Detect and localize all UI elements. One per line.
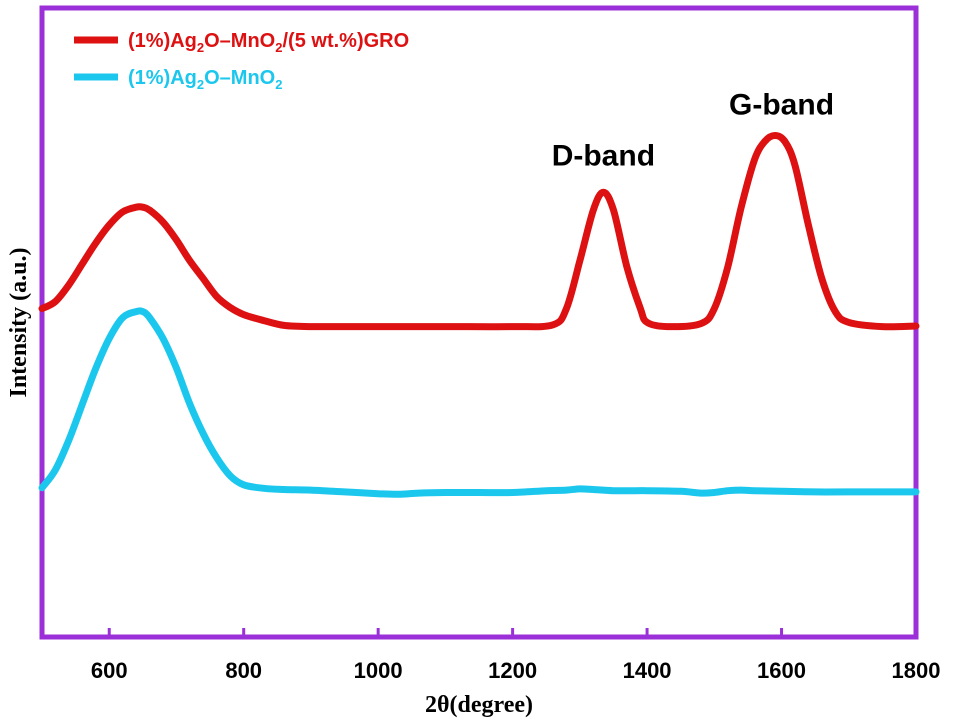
- series-line-1: [38, 132, 920, 331]
- x-tick-label: 1000: [354, 658, 403, 683]
- x-tick-label: 1800: [892, 658, 941, 683]
- legend-label: (1%)Ag2​O–MnO2​/(5 wt.%)GRO: [128, 30, 409, 55]
- x-tick-label: 800: [225, 658, 262, 683]
- series-line-2: [38, 307, 920, 498]
- legend-label: (1%)Ag2​O–MnO2​: [128, 67, 282, 92]
- x-tick-label: 600: [91, 658, 128, 683]
- peak-annotation: D-band: [552, 139, 655, 172]
- x-axis-ticks: 600 800 1000 1200 1400 1600 1800: [91, 628, 941, 683]
- peak-annotation: G-band: [729, 89, 834, 122]
- plot-frame: [39, 5, 919, 640]
- legend: (1%)Ag2​O–MnO2​/(5 wt.%)GRO (1%)Ag2​O–MnO…: [74, 30, 409, 92]
- series-layer: [38, 132, 920, 498]
- x-tick-label: 1400: [623, 658, 672, 683]
- x-tick-label: 1600: [757, 658, 806, 683]
- x-axis-title: 2θ(degree): [425, 692, 533, 718]
- x-tick-label: 1200: [488, 658, 537, 683]
- annotation-layer: D-band G-band: [552, 89, 834, 173]
- y-axis-title: Intensity (a.u.): [6, 247, 32, 397]
